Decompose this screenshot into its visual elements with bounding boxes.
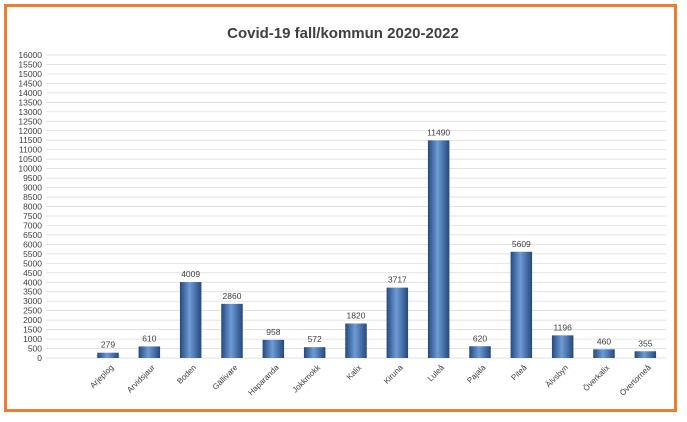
y-tick-label: 12000 xyxy=(18,126,42,136)
x-tick-label: Kalix xyxy=(345,363,364,382)
y-tick-label: 5500 xyxy=(23,249,42,259)
x-tick-label: Boden xyxy=(175,363,198,386)
data-label: 460 xyxy=(597,336,611,346)
y-tick-label: 500 xyxy=(28,344,42,354)
x-tick-label: Älvsbyn xyxy=(544,363,570,389)
y-tick-label: 11000 xyxy=(19,145,42,155)
y-tick-label: 8500 xyxy=(23,192,42,202)
bar xyxy=(97,352,119,358)
data-label: 610 xyxy=(142,333,156,343)
x-tick-label: Arjeplog xyxy=(88,363,115,390)
y-axis: 0500100015002000250030003500400045005000… xyxy=(18,50,42,363)
y-tick-label: 7500 xyxy=(23,211,42,221)
y-tick-label: 13000 xyxy=(18,107,42,117)
y-tick-label: 9500 xyxy=(23,173,42,183)
bar xyxy=(221,303,243,358)
y-tick-label: 2000 xyxy=(23,315,42,325)
x-tick-label: Överkalix xyxy=(581,363,611,393)
y-tick-label: 12500 xyxy=(18,116,42,126)
y-tick-label: 1000 xyxy=(23,334,42,344)
x-tick-label: Pajala xyxy=(465,363,487,385)
data-label: 3717 xyxy=(388,275,407,285)
data-label: 2860 xyxy=(223,291,242,301)
y-tick-label: 15500 xyxy=(18,59,42,69)
data-label: 620 xyxy=(473,333,487,343)
bar xyxy=(138,346,161,358)
bar xyxy=(179,282,202,358)
y-tick-label: 6500 xyxy=(23,230,42,240)
y-tick-label: 5000 xyxy=(23,258,42,268)
x-tick-label: Luleå xyxy=(426,363,447,384)
data-label: 1196 xyxy=(554,322,573,332)
bar xyxy=(262,339,285,358)
y-tick-label: 10500 xyxy=(18,154,42,164)
bar xyxy=(427,140,450,358)
y-tick-label: 15000 xyxy=(18,69,42,79)
data-label: 11490 xyxy=(427,127,450,137)
bar xyxy=(593,349,615,358)
chart-frame xyxy=(4,4,677,412)
data-label: 279 xyxy=(101,340,115,350)
y-tick-label: 14000 xyxy=(18,88,42,98)
y-tick-label: 3000 xyxy=(23,296,42,306)
data-label: 572 xyxy=(308,334,322,344)
y-tick-label: 9000 xyxy=(23,183,42,193)
y-tick-label: 14500 xyxy=(18,78,42,88)
y-tick-label: 13500 xyxy=(18,97,42,107)
y-tick-label: 7000 xyxy=(23,220,42,230)
bar xyxy=(386,287,409,358)
y-tick-label: 11500 xyxy=(19,135,42,145)
data-label: 958 xyxy=(266,327,280,337)
data-label: 355 xyxy=(638,338,652,348)
bar xyxy=(510,251,533,358)
y-tick-label: 6000 xyxy=(23,239,42,249)
bars: 279 610 4009 2860 958 572 1820 3717 11490 620 5609… xyxy=(97,127,657,358)
y-tick-label: 2500 xyxy=(23,306,42,316)
x-tick-label: Kiruna xyxy=(382,363,405,386)
y-tick-label: 8000 xyxy=(23,202,42,212)
bar xyxy=(345,323,367,358)
x-tick-label: Gällivare xyxy=(211,363,240,392)
bar xyxy=(551,335,574,358)
gridlines xyxy=(46,54,666,359)
x-tick-label: Arvidsjaur xyxy=(125,363,157,395)
x-tick-label: Övertorneå xyxy=(618,363,653,398)
x-axis: Arjeplog Arvidsjaur Boden Gällivare Haparand… xyxy=(88,362,653,397)
bar xyxy=(634,351,657,358)
y-tick-label: 10000 xyxy=(18,164,42,174)
x-tick-label: Piteå xyxy=(509,363,529,383)
y-tick-label: 0 xyxy=(37,353,42,363)
data-label: 4009 xyxy=(181,269,200,279)
data-label: 1820 xyxy=(347,311,366,321)
y-tick-label: 3500 xyxy=(23,287,42,297)
x-tick-label: Haparanda xyxy=(246,363,281,398)
data-label: 5609 xyxy=(512,239,531,249)
y-tick-label: 16000 xyxy=(18,50,42,60)
y-tick-label: 1500 xyxy=(23,325,42,335)
x-tick-label: Jokkmokk xyxy=(291,362,323,394)
chart-title: Covid-19 fall/kommun 2020-2022 xyxy=(227,25,459,42)
bar xyxy=(303,347,326,358)
bar xyxy=(469,346,491,358)
y-tick-label: 4000 xyxy=(23,277,42,287)
y-tick-label: 4500 xyxy=(23,268,42,278)
